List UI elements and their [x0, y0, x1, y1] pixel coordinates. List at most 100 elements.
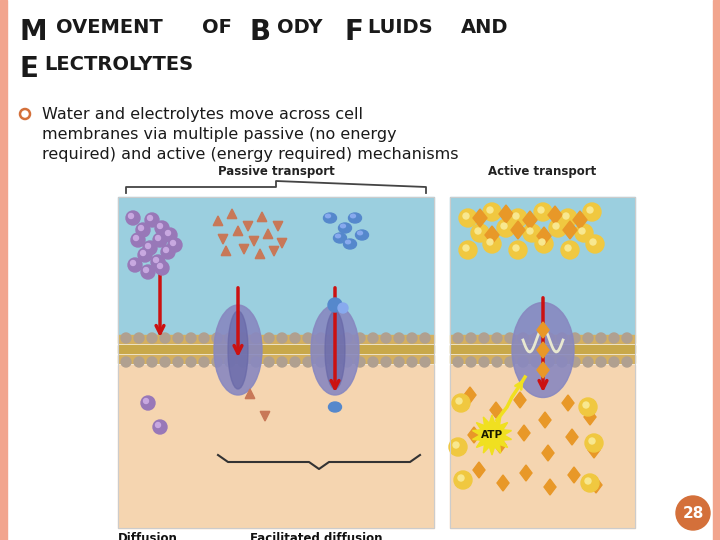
- Circle shape: [534, 203, 552, 221]
- Circle shape: [381, 333, 391, 343]
- Text: ATP: ATP: [481, 430, 503, 440]
- Circle shape: [158, 264, 163, 268]
- Polygon shape: [269, 246, 279, 256]
- Bar: [118, 335, 434, 343]
- Circle shape: [264, 357, 274, 367]
- Polygon shape: [544, 479, 556, 495]
- Ellipse shape: [356, 230, 369, 240]
- Circle shape: [531, 357, 541, 367]
- Ellipse shape: [214, 305, 262, 395]
- Circle shape: [166, 231, 171, 235]
- Ellipse shape: [343, 239, 356, 249]
- Circle shape: [483, 235, 501, 253]
- Circle shape: [622, 333, 632, 343]
- Circle shape: [186, 333, 196, 343]
- Polygon shape: [273, 221, 283, 231]
- Ellipse shape: [336, 234, 341, 238]
- Circle shape: [513, 213, 519, 219]
- Polygon shape: [233, 226, 243, 235]
- Circle shape: [141, 265, 155, 279]
- Circle shape: [143, 241, 157, 255]
- Circle shape: [212, 333, 222, 343]
- Bar: [118, 345, 434, 353]
- Circle shape: [456, 398, 462, 404]
- Polygon shape: [497, 475, 509, 491]
- Circle shape: [160, 333, 170, 343]
- Circle shape: [463, 245, 469, 251]
- Polygon shape: [563, 221, 577, 239]
- Circle shape: [151, 255, 165, 269]
- Polygon shape: [537, 342, 549, 358]
- Circle shape: [290, 333, 300, 343]
- Polygon shape: [464, 387, 476, 403]
- Text: Water and electrolytes move across cell: Water and electrolytes move across cell: [42, 107, 363, 122]
- Ellipse shape: [323, 213, 336, 223]
- Circle shape: [463, 213, 469, 219]
- Circle shape: [277, 357, 287, 367]
- Polygon shape: [494, 437, 506, 453]
- Polygon shape: [257, 212, 267, 221]
- Circle shape: [452, 394, 470, 412]
- Circle shape: [290, 357, 300, 367]
- Circle shape: [136, 223, 150, 237]
- Text: OF: OF: [202, 18, 239, 37]
- Circle shape: [394, 357, 404, 367]
- Circle shape: [381, 357, 391, 367]
- Circle shape: [155, 261, 169, 275]
- Circle shape: [585, 478, 591, 484]
- Text: Passive transport: Passive transport: [217, 165, 334, 178]
- Polygon shape: [566, 429, 578, 445]
- Polygon shape: [520, 465, 532, 481]
- Ellipse shape: [311, 305, 359, 395]
- Circle shape: [329, 333, 339, 343]
- Bar: [118, 355, 434, 363]
- Circle shape: [130, 260, 135, 266]
- Circle shape: [505, 357, 515, 367]
- Bar: [0, 0, 7, 540]
- Circle shape: [199, 357, 209, 367]
- Polygon shape: [588, 442, 600, 458]
- Ellipse shape: [341, 224, 346, 228]
- Circle shape: [161, 245, 175, 259]
- Circle shape: [133, 235, 138, 240]
- Circle shape: [544, 333, 554, 343]
- Circle shape: [509, 209, 527, 227]
- Polygon shape: [246, 389, 255, 399]
- Circle shape: [134, 357, 144, 367]
- Circle shape: [513, 245, 519, 251]
- Circle shape: [328, 298, 342, 312]
- Bar: [450, 355, 635, 363]
- Circle shape: [583, 402, 589, 408]
- Circle shape: [575, 224, 593, 242]
- Circle shape: [420, 357, 430, 367]
- Text: ODY: ODY: [276, 18, 329, 37]
- Circle shape: [563, 213, 569, 219]
- Circle shape: [579, 398, 597, 416]
- Circle shape: [559, 209, 577, 227]
- Circle shape: [449, 438, 467, 456]
- Circle shape: [535, 235, 553, 253]
- Circle shape: [483, 203, 501, 221]
- Circle shape: [544, 357, 554, 367]
- Circle shape: [126, 211, 140, 225]
- Circle shape: [155, 221, 169, 235]
- Circle shape: [609, 333, 619, 343]
- Polygon shape: [537, 227, 551, 245]
- Ellipse shape: [325, 311, 345, 389]
- Circle shape: [583, 203, 601, 221]
- Circle shape: [134, 333, 144, 343]
- Circle shape: [160, 357, 170, 367]
- Bar: [450, 365, 635, 528]
- Polygon shape: [568, 467, 580, 483]
- Polygon shape: [514, 392, 526, 408]
- Circle shape: [579, 228, 585, 234]
- Circle shape: [407, 357, 417, 367]
- Ellipse shape: [333, 233, 346, 243]
- Bar: [450, 197, 635, 335]
- Bar: [118, 197, 434, 528]
- Circle shape: [168, 238, 182, 252]
- Circle shape: [459, 209, 477, 227]
- Text: membranes via multiple passive (no energy: membranes via multiple passive (no energ…: [42, 127, 397, 142]
- Polygon shape: [260, 411, 270, 421]
- Polygon shape: [573, 211, 587, 229]
